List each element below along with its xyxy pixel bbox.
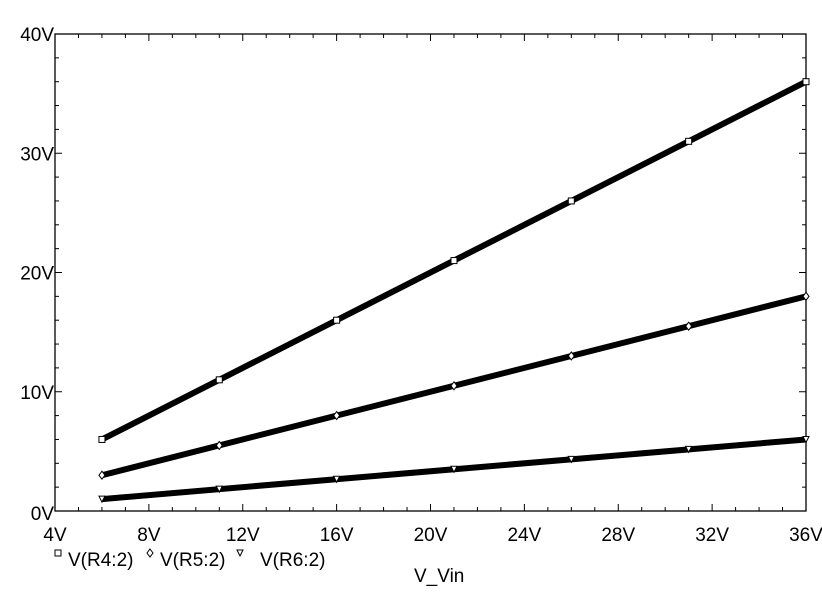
x-tick-label: 24V — [507, 525, 541, 546]
legend-label: V(R5:2) — [160, 550, 225, 571]
x-tick-label: 36V — [789, 525, 822, 546]
series-marker — [802, 78, 810, 86]
x-tick-label: 20V — [414, 525, 448, 546]
x-tick-label: 8V — [137, 525, 161, 546]
triangle-marker-icon — [236, 549, 244, 558]
series-marker — [333, 316, 341, 324]
series-marker — [685, 321, 693, 331]
legend-label: V(R6:2) — [260, 550, 325, 571]
x-tick-label: 4V — [43, 525, 67, 546]
series-marker — [567, 197, 575, 205]
y-tick-label: 0V — [31, 504, 55, 525]
square-marker-icon — [54, 549, 62, 557]
series-marker — [567, 455, 576, 464]
x-tick-label: 28V — [601, 525, 635, 546]
diamond-marker-icon — [146, 548, 154, 558]
x-tick-label: 16V — [320, 525, 354, 546]
series-marker — [333, 410, 341, 421]
series-marker — [98, 495, 106, 504]
series-marker — [98, 470, 106, 481]
series-marker — [802, 435, 810, 444]
series-marker — [450, 380, 458, 391]
series-marker — [450, 465, 458, 474]
series-marker — [215, 376, 223, 384]
y-tick-label: 30V — [20, 144, 54, 165]
series-marker — [802, 291, 810, 302]
series-lines — [98, 78, 810, 504]
x-tick-labels: 4V 8V 12V 16V 20V 24V 28V 32V 36V — [43, 525, 822, 546]
y-tick-label: 40V — [20, 25, 54, 46]
y-tick-label: 10V — [20, 383, 54, 404]
legend: V(R4:2) V(R5:2) V(R6:2) — [54, 548, 325, 571]
series-marker — [450, 257, 458, 265]
series-marker — [215, 485, 224, 494]
series-marker — [215, 440, 223, 451]
series-marker — [685, 137, 693, 145]
x-tick-label: 12V — [226, 525, 260, 546]
series-marker — [98, 435, 106, 443]
x-tick-label: 32V — [695, 525, 729, 546]
series-marker — [567, 351, 575, 361]
series-marker — [684, 445, 693, 454]
y-tick-label: 20V — [20, 264, 54, 285]
legend-label: V(R4:2) — [68, 550, 133, 571]
y-tick-labels: 0V 10V 20V 30V 40V — [20, 25, 54, 525]
series-marker — [332, 475, 341, 484]
x-axis-label: V_Vin — [414, 566, 464, 587]
